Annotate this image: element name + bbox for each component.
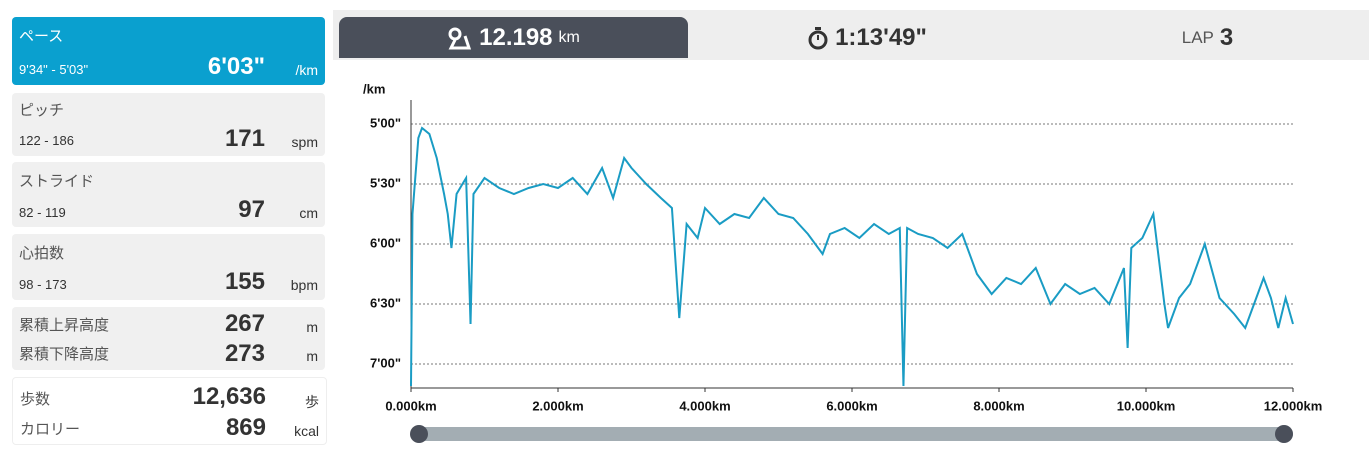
- metric-value: 273: [224, 340, 265, 367]
- metric-unit: cm: [299, 205, 318, 221]
- elevation-card: 累積上昇高度 267 m 累積下降高度 273 m: [12, 307, 325, 370]
- distance-unit: km: [558, 28, 580, 46]
- metric-label: ピッチ: [19, 102, 65, 119]
- metric-unit: 歩: [305, 394, 319, 410]
- metric-range: 122 - 186: [19, 133, 74, 148]
- metric-card[interactable]: ピッチ 122 - 186 171 spm: [12, 93, 325, 156]
- metric-unit: m: [306, 319, 318, 335]
- metric-range: 82 - 119: [19, 205, 66, 220]
- x-tick-label: 6.000km: [826, 398, 877, 413]
- metric-unit: spm: [291, 134, 318, 150]
- y-tick-label: 6'00": [370, 235, 401, 250]
- pace-line: [410, 126, 1294, 387]
- x-tick-label: 4.000km: [679, 398, 730, 413]
- distance-tab[interactable]: 12.198 km: [339, 17, 688, 58]
- time-tab[interactable]: 1:13'49": [694, 17, 1040, 58]
- metric-card[interactable]: ストライド 82 - 119 97 cm: [12, 162, 325, 227]
- x-tick-label: 12.000km: [1264, 398, 1323, 413]
- metric-card[interactable]: 心拍数 98 - 173 155 bpm: [12, 234, 325, 300]
- lap-value: 3: [1219, 23, 1234, 51]
- metric-card[interactable]: ペース 9'34" - 5'03" 6'03" /km: [12, 17, 325, 85]
- metric-label: 心拍数: [19, 245, 65, 262]
- metric-value: 97: [238, 196, 265, 223]
- route-icon: [448, 27, 472, 49]
- y-tick-label: 5'30": [370, 175, 401, 190]
- metric-range: 9'34" - 5'03": [19, 62, 89, 77]
- range-slider[interactable]: [411, 427, 1293, 441]
- metric-value: 267: [224, 310, 265, 337]
- totals-card: 歩数 12,636 歩 カロリー 869 kcal: [12, 377, 327, 445]
- metric-unit: m: [306, 348, 318, 364]
- metric-value: 171: [224, 125, 265, 152]
- metric-unit: kcal: [294, 423, 319, 439]
- metric-label: カロリー: [20, 421, 81, 438]
- metric-unit: bpm: [290, 277, 318, 293]
- y-axis-label: /km: [363, 81, 385, 96]
- time-value: 1:13'49": [835, 23, 927, 51]
- lap-label: LAP: [1181, 27, 1214, 47]
- slider-handle-left[interactable]: [410, 425, 428, 443]
- x-tick-label: 0.000km: [385, 398, 436, 413]
- metric-label: ストライド: [19, 173, 95, 190]
- metric-value: 12,636: [192, 383, 266, 410]
- slider-handle-right[interactable]: [1275, 425, 1293, 443]
- metric-value: 869: [225, 414, 266, 441]
- x-tick-label: 10.000km: [1117, 398, 1176, 413]
- y-tick-label: 6'30": [370, 295, 401, 310]
- distance-value: 12.198: [479, 23, 553, 51]
- x-tick-label: 2.000km: [532, 398, 583, 413]
- metric-label: 累積上昇高度: [19, 317, 110, 334]
- metric-label: 累積下降高度: [19, 346, 110, 363]
- lap-tab[interactable]: LAP 3: [1046, 17, 1369, 58]
- metric-range: 98 - 173: [19, 277, 67, 292]
- y-tick-label: 7'00": [370, 355, 401, 370]
- y-tick-label: 5'00": [370, 115, 401, 130]
- x-tick-label: 8.000km: [973, 398, 1024, 413]
- metric-value: 155: [224, 268, 265, 295]
- metric-label: ペース: [19, 28, 64, 45]
- metric-unit: /km: [295, 62, 318, 78]
- stopwatch-icon: [808, 26, 828, 49]
- metric-value: 6'03": [207, 53, 265, 80]
- metric-label: 歩数: [20, 391, 51, 408]
